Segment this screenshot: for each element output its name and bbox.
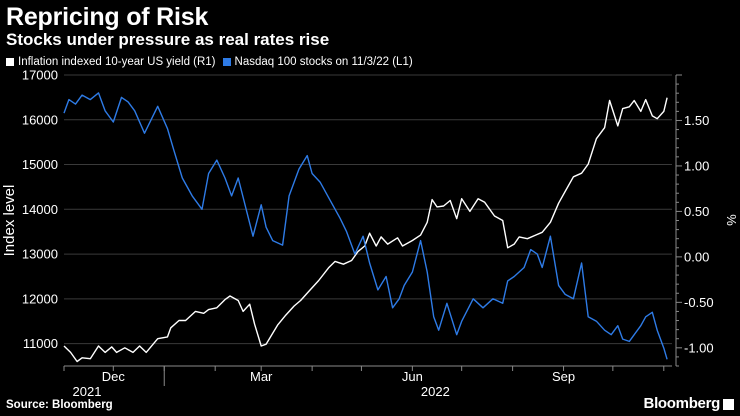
legend-label-nasdaq: Nasdaq 100 stocks on 11/3/22 (L1)	[234, 56, 413, 68]
series-line-real-yield	[63, 97, 668, 363]
y-left-tick-label: 12000	[22, 291, 58, 306]
y-right-tick-label: -0.50	[684, 295, 714, 310]
legend-swatch-white	[6, 58, 14, 66]
legend-label-real-yield: Inflation indexed 10-year US yield (R1)	[18, 56, 216, 68]
y-left-tick-label: 14000	[22, 202, 58, 217]
legend-item-nasdaq: Nasdaq 100 stocks on 11/3/22 (L1)	[222, 56, 413, 68]
x-year-label: 2021	[73, 384, 102, 399]
brand-logo-mark	[723, 399, 734, 410]
y-left-tick-label: 17000	[22, 68, 58, 83]
y-left-tick-label: 11000	[23, 336, 58, 351]
y-left-tick-label: 15000	[22, 157, 58, 172]
x-tick-label: Jun	[402, 369, 423, 384]
y-left-tick-label: 16000	[22, 112, 58, 127]
y-left-axis-title: Index level	[1, 185, 18, 257]
y-right-tick-label: 1.50	[684, 113, 709, 128]
brand-logo-text: Bloomberg	[643, 395, 721, 412]
y-right-tick-label: 1.00	[684, 158, 709, 173]
chart-title: Repricing of Risk	[6, 3, 209, 31]
chart-subtitle: Stocks under pressure as real rates rise	[6, 30, 330, 49]
y-right-tick-label: -1.00	[684, 340, 714, 355]
series-line-nasdaq	[63, 92, 668, 360]
x-tick-label: Sep	[552, 369, 575, 384]
x-tick-label: Mar	[250, 369, 273, 384]
x-year-label: 2022	[421, 384, 450, 399]
x-tick-label: Dec	[102, 369, 126, 384]
legend-swatch-blue	[222, 58, 231, 66]
y-right-axis-title: %	[724, 214, 739, 226]
source-note: Source: Bloomberg	[6, 399, 113, 411]
legend: Inflation indexed 10-year US yield (R1) …	[6, 56, 420, 68]
y-right-tick-label: 0.50	[684, 204, 709, 219]
y-left-tick-label: 13000	[22, 247, 58, 262]
legend-item-real-yield: Inflation indexed 10-year US yield (R1)	[6, 56, 216, 68]
y-right-tick-label: 0.00	[684, 249, 709, 264]
